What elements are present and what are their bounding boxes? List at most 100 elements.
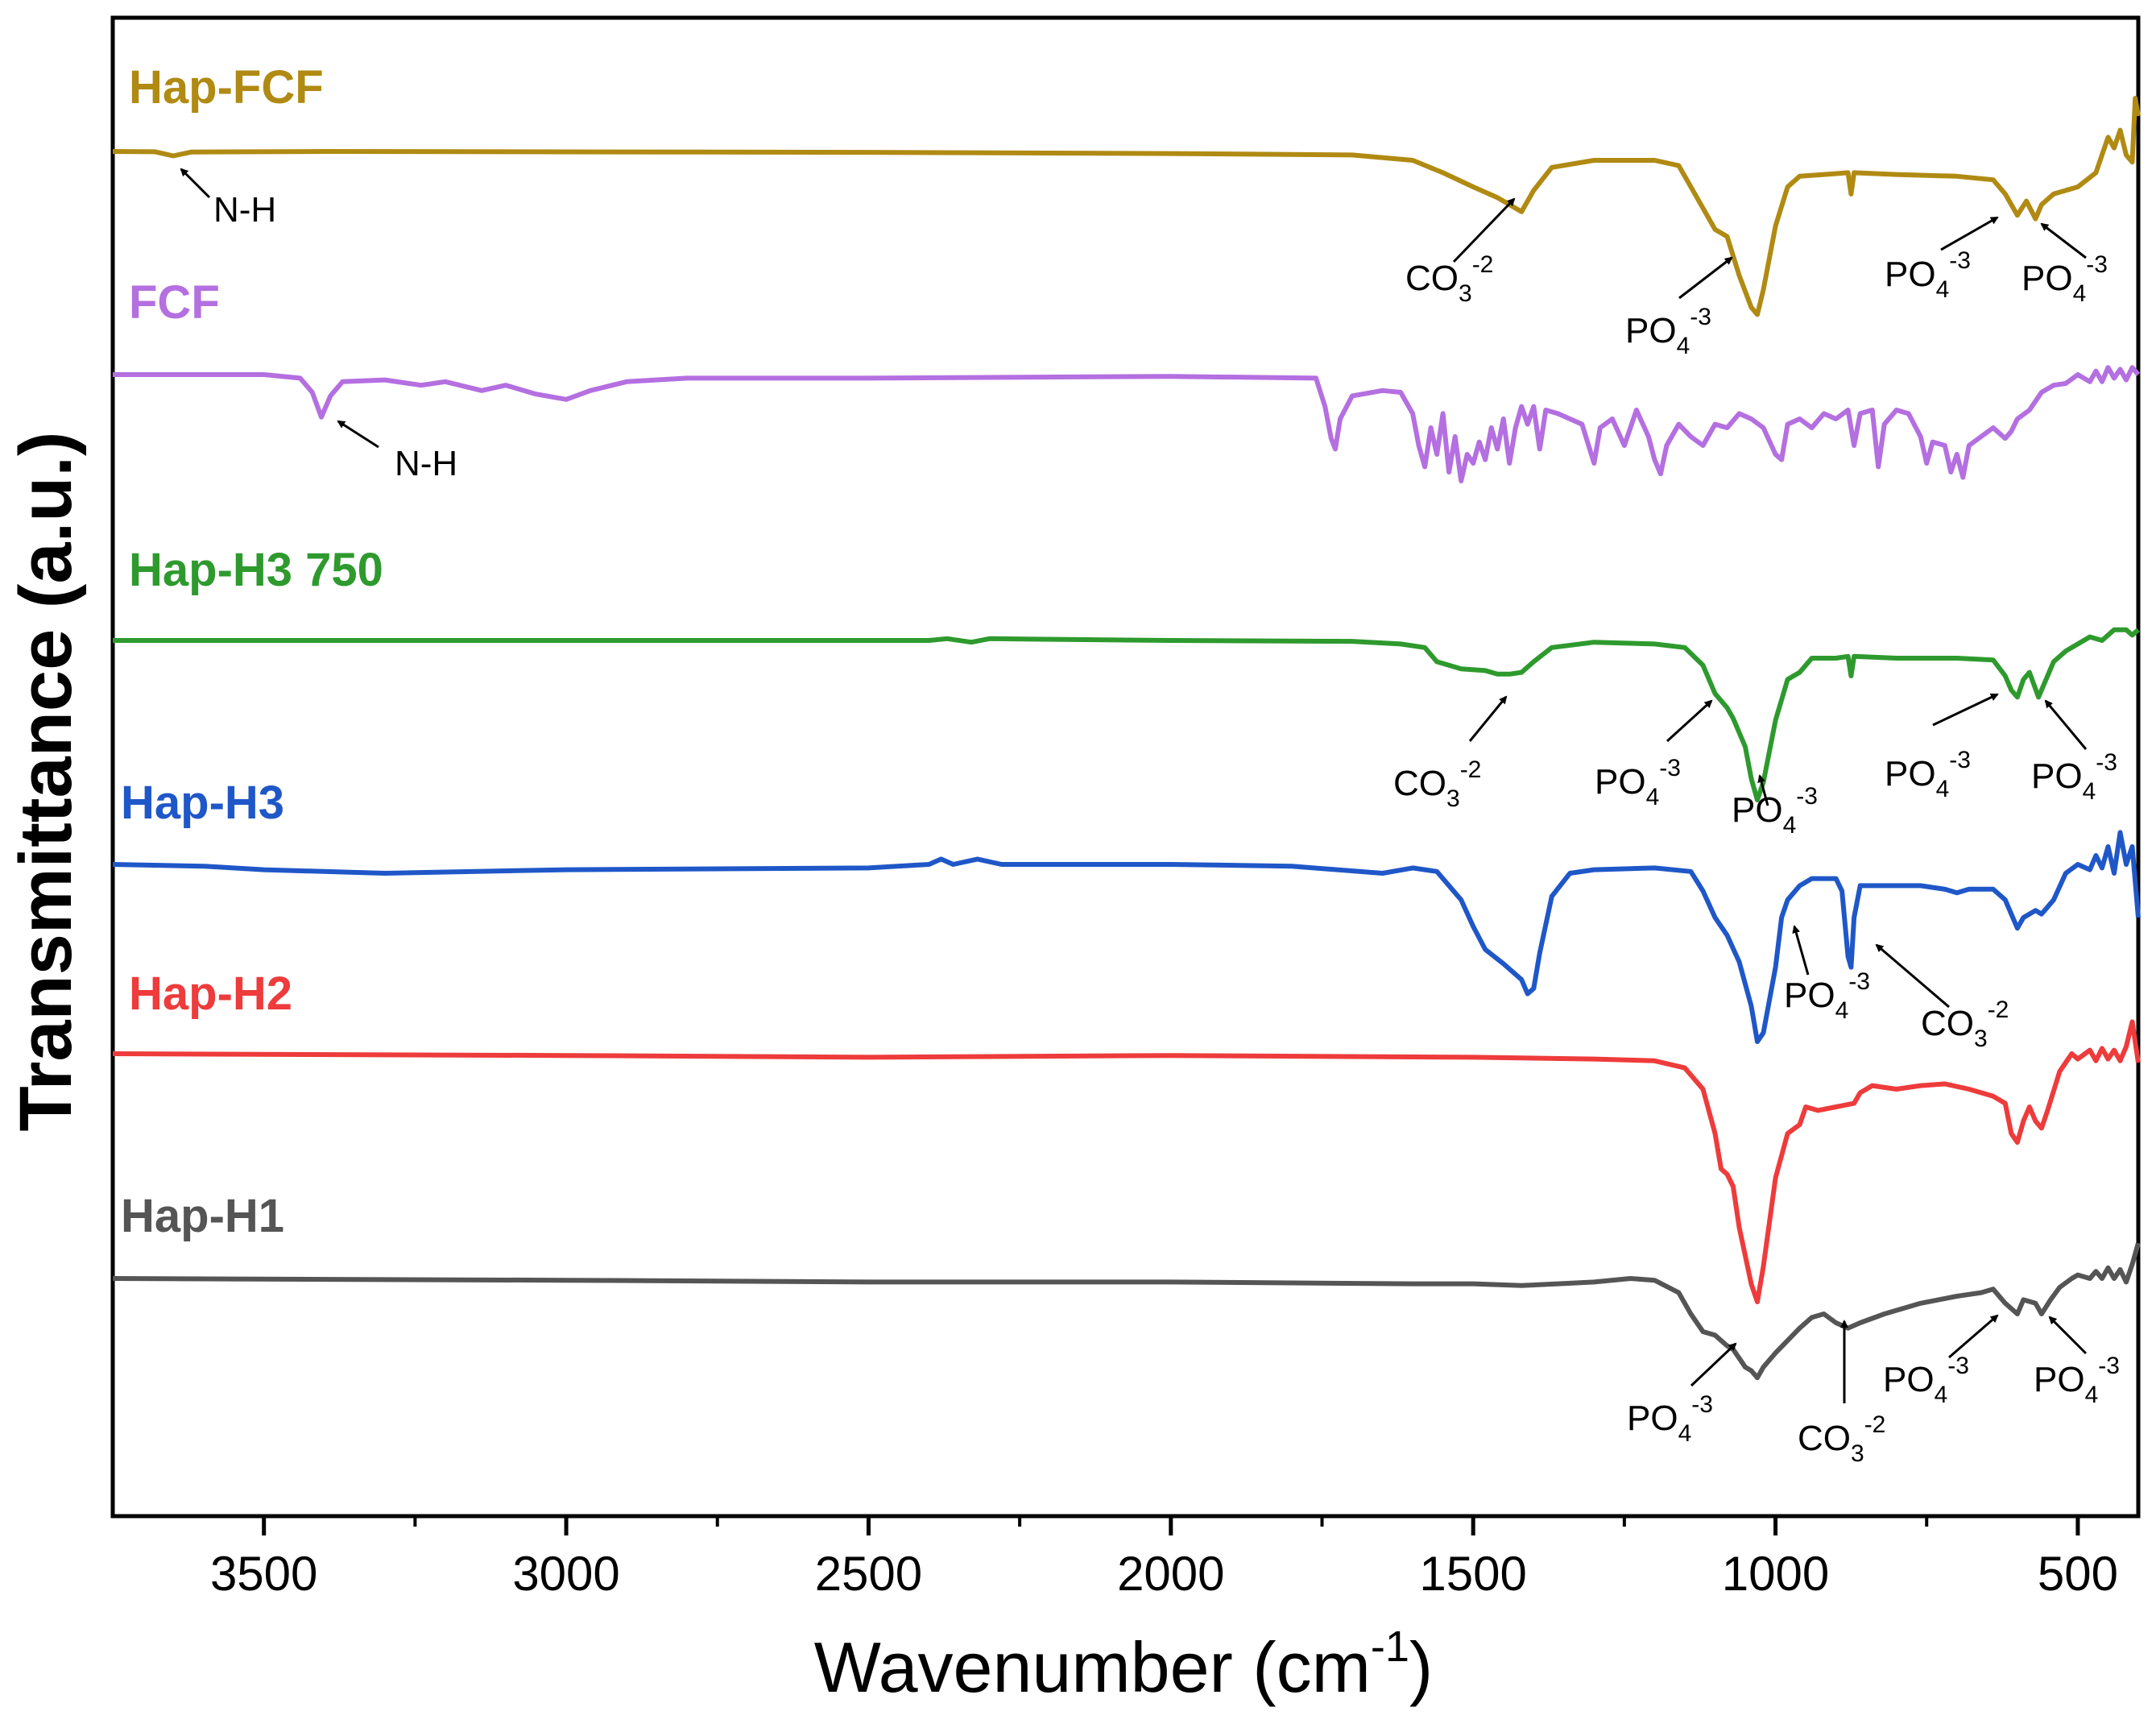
annotation-main: CO bbox=[1921, 1004, 1974, 1043]
annotation-label: PO4-3 bbox=[1595, 755, 1681, 810]
annotation-arrow bbox=[1690, 1342, 1737, 1387]
annotation-sup: -3 bbox=[1691, 1391, 1713, 1418]
series-line-hap-h3 bbox=[112, 830, 2141, 1044]
x-axis-label: Wavenumber (cm-1) bbox=[814, 1622, 1433, 1707]
series-label: Hap-H1 bbox=[121, 1190, 284, 1242]
series-label: Hap-H2 bbox=[129, 968, 292, 1020]
annotation-arrow bbox=[1792, 925, 1810, 976]
annotation-main: PO bbox=[2031, 756, 2083, 796]
annotation-main: CO bbox=[1393, 764, 1446, 803]
annotation-arrow bbox=[2048, 1316, 2088, 1355]
annotation-arrow bbox=[180, 168, 211, 199]
annotation-label: N-H bbox=[395, 444, 457, 483]
annotation-arrow bbox=[1468, 695, 1508, 742]
series-label: Hap-H3 750 bbox=[129, 544, 383, 596]
annotation-arrow bbox=[1666, 699, 1713, 743]
series-label: Hap-H3 bbox=[121, 777, 284, 829]
series-line-hap-h3-750 bbox=[113, 627, 2140, 802]
annotation-sub: 4 bbox=[1936, 776, 1950, 802]
x-tick-label: 3000 bbox=[512, 1547, 619, 1601]
annotation-main: PO bbox=[1784, 976, 1835, 1015]
annotation-main: CO bbox=[1405, 259, 1459, 298]
x-tick-label: 2500 bbox=[815, 1547, 922, 1601]
annotation-sup: -3 bbox=[1796, 783, 1818, 810]
plot-frame bbox=[110, 15, 2141, 1519]
annotation-sub: 4 bbox=[1783, 812, 1797, 839]
annotation-sub: 4 bbox=[2073, 280, 2087, 307]
annotation-arrow bbox=[1875, 943, 1950, 1009]
annotation-sub: 4 bbox=[1678, 1420, 1692, 1447]
series-line-fcf bbox=[113, 365, 2141, 483]
annotation-sub: 3 bbox=[1851, 1440, 1864, 1467]
annotation-label: PO4-3 bbox=[1784, 968, 1870, 1024]
x-tick-label: 2000 bbox=[1117, 1547, 1224, 1601]
annotation-sup: -3 bbox=[1848, 968, 1870, 995]
x-axis-ticks: 3500 3000 2500 2000 1500 1000 500 bbox=[210, 1516, 2118, 1601]
x-axis-label-main: Wavenumber (cm bbox=[814, 1627, 1371, 1707]
annotation-arrow bbox=[337, 420, 379, 449]
annotation-label: CO3-2 bbox=[1921, 997, 2009, 1052]
annotation-arrow bbox=[1948, 1314, 1999, 1359]
annotation-main: PO bbox=[1627, 1399, 1678, 1438]
annotation-sub: 3 bbox=[1446, 785, 1460, 812]
x-axis-label-close: ) bbox=[1409, 1627, 1433, 1707]
annotation-sub: 4 bbox=[2085, 1382, 2099, 1408]
series-label: FCF bbox=[129, 276, 220, 329]
annotation-label: PO4-3 bbox=[2022, 251, 2108, 307]
annotation-label: PO4-3 bbox=[1883, 1353, 1969, 1408]
annotation-sup: -3 bbox=[1690, 304, 1711, 330]
annotation-label: CO3-2 bbox=[1393, 756, 1481, 812]
annotation-main: PO bbox=[1883, 1360, 1935, 1399]
series-line-hap-h2 bbox=[112, 1019, 2141, 1304]
annotation-arrow bbox=[2044, 699, 2088, 750]
annotation-label: N-H bbox=[213, 190, 276, 230]
annotation-main: PO bbox=[1732, 790, 1783, 830]
annotation-main: PO bbox=[2034, 1360, 2085, 1399]
annotation-sup: -3 bbox=[1949, 747, 1971, 773]
series-label: Hap-FCF bbox=[129, 61, 324, 114]
annotation-sub: 4 bbox=[1935, 1382, 1948, 1408]
annotation-sup: -2 bbox=[1988, 997, 2009, 1023]
series-line-hap-h1 bbox=[112, 1242, 2141, 1381]
annotation-label: CO3-2 bbox=[1405, 251, 1493, 307]
annotation-label: PO4-3 bbox=[1732, 783, 1818, 839]
annotation-arrow bbox=[1940, 216, 1999, 251]
annotation-label: PO4-3 bbox=[1627, 1391, 1713, 1447]
annotation-arrow bbox=[1678, 256, 1733, 300]
annotation-label: PO4-3 bbox=[1625, 304, 1711, 359]
annotation-main: PO bbox=[1595, 762, 1646, 802]
x-tick-label: 3500 bbox=[210, 1547, 317, 1601]
annotation-sub: 4 bbox=[1677, 333, 1690, 359]
annotation-main: PO bbox=[1885, 255, 1936, 294]
annotation-sub: 4 bbox=[1936, 276, 1950, 303]
spectra-traces: Hap-FCF FCF Hap-H3 750 Hap-H3 Hap-H2 Hap-H1 bbox=[112, 61, 2141, 1381]
annotation-sub: 4 bbox=[2083, 778, 2096, 805]
annotation-main: PO bbox=[2022, 259, 2073, 298]
annotation-arrow bbox=[1452, 197, 1516, 263]
annotation-main: CO bbox=[1798, 1419, 1851, 1458]
annotation-arrow bbox=[1932, 693, 1999, 727]
annotation-arrow bbox=[2040, 222, 2087, 259]
annotation-sub: 3 bbox=[1459, 280, 1472, 307]
annotation-sub: 4 bbox=[1646, 784, 1660, 810]
x-tick-label: 500 bbox=[2038, 1547, 2118, 1601]
series-line-hap-fcf bbox=[112, 96, 2141, 317]
annotation-label: PO4 -3 bbox=[1885, 747, 1971, 802]
annotation-main: N-H bbox=[213, 190, 276, 230]
x-axis-label-sup: -1 bbox=[1371, 1622, 1409, 1671]
annotation-sup: -2 bbox=[1472, 251, 1494, 278]
x-tick-label: 1000 bbox=[1722, 1547, 1829, 1601]
annotation-label: PO4-3 bbox=[2031, 749, 2117, 805]
annotation-arrow bbox=[1757, 774, 1769, 806]
annotation-sup: -3 bbox=[2098, 1353, 2120, 1379]
annotation-sup: -2 bbox=[1460, 756, 1482, 783]
x-tick-label: 1500 bbox=[1419, 1547, 1526, 1601]
annotation-label: CO3-2 bbox=[1798, 1411, 1885, 1467]
annotation-sup: -2 bbox=[1864, 1411, 1886, 1438]
annotation-label: PO4-3 bbox=[1885, 247, 1971, 303]
annotation-main: PO bbox=[1885, 754, 1936, 794]
annotation-label: PO4 -3 bbox=[2034, 1353, 2120, 1408]
annotation-sub: 4 bbox=[1835, 997, 1849, 1024]
